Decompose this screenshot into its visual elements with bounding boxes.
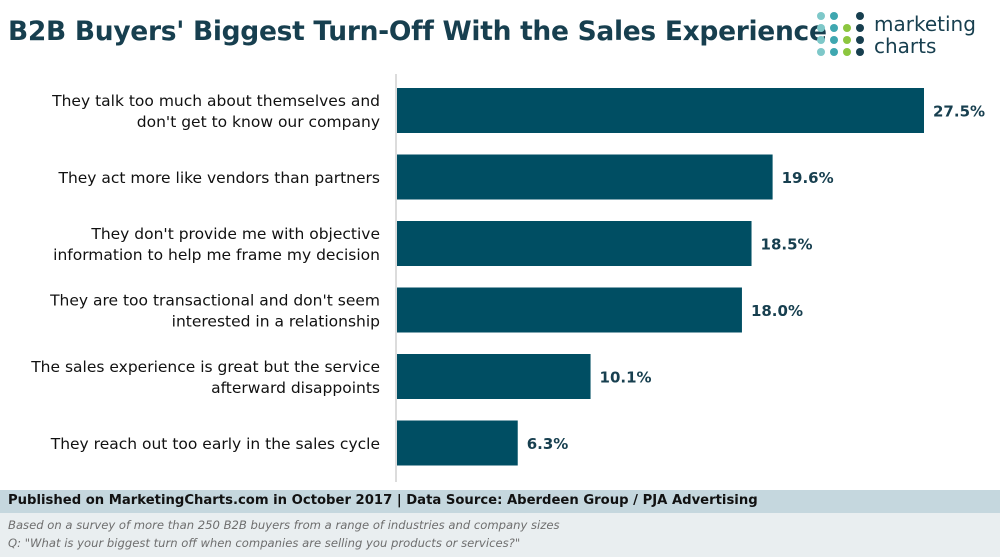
category-label-2: They act more like vendors than partners bbox=[57, 169, 380, 187]
bar-2 bbox=[397, 154, 773, 200]
logo-dot bbox=[817, 36, 825, 44]
logo-dot bbox=[843, 48, 851, 56]
bar-6 bbox=[397, 420, 518, 466]
category-label-3: They don't provide me with objective info… bbox=[53, 225, 380, 264]
logo-dot bbox=[830, 12, 838, 20]
value-label-1: 27.5% bbox=[933, 103, 985, 121]
logo-dot bbox=[843, 24, 851, 32]
chart-title: B2B Buyers' Biggest Turn-Off With the Sa… bbox=[8, 16, 827, 47]
footer-notes: Based on a survey of more than 250 B2B b… bbox=[0, 513, 1000, 557]
category-label-1: They talk too much about themselves and d… bbox=[51, 92, 380, 131]
logo-dot bbox=[830, 24, 838, 32]
logo-dot bbox=[817, 48, 825, 56]
logo-dot bbox=[856, 12, 864, 20]
bar-1 bbox=[397, 88, 924, 133]
survey-note: Based on a survey of more than 250 B2B b… bbox=[8, 518, 560, 532]
category-label-5: The sales experience is great but the se… bbox=[30, 358, 380, 397]
logo-dot bbox=[856, 36, 864, 44]
category-label-6: They reach out too early in the sales cy… bbox=[50, 435, 380, 453]
value-label-3: 18.5% bbox=[761, 236, 813, 254]
logo-line-2: charts bbox=[874, 34, 937, 58]
logo-dots-icon bbox=[817, 12, 864, 56]
value-label-5: 10.1% bbox=[600, 369, 652, 387]
logo-dot bbox=[856, 48, 864, 56]
logo-dot bbox=[817, 24, 825, 32]
marketingcharts-logo: marketing charts bbox=[815, 10, 995, 60]
bar-3 bbox=[397, 221, 752, 266]
logo-dot bbox=[830, 36, 838, 44]
logo-dot bbox=[830, 48, 838, 56]
logo-dot bbox=[856, 24, 864, 32]
bar-4 bbox=[397, 287, 742, 333]
bar-5 bbox=[397, 354, 591, 399]
logo-wordmark: marketing charts bbox=[874, 13, 976, 57]
bar-chart: 27.5% They talk too much about themselves… bbox=[30, 74, 985, 482]
footer-publish-bar: Published on MarketingCharts.com in Octo… bbox=[0, 490, 1000, 513]
value-label-2: 19.6% bbox=[782, 169, 834, 187]
footer-published-text: Published on MarketingCharts.com in Octo… bbox=[8, 493, 758, 508]
question-note: Q: "What is your biggest turn off when c… bbox=[8, 536, 521, 550]
logo-dot bbox=[817, 12, 825, 20]
logo-line-1: marketing bbox=[874, 12, 976, 36]
category-label-4: They are too transactional and don't see… bbox=[49, 292, 380, 331]
bars-group: 27.5% They talk too much about themselves… bbox=[30, 88, 985, 466]
logo-dot bbox=[843, 36, 851, 44]
value-label-6: 6.3% bbox=[527, 435, 569, 453]
value-label-4: 18.0% bbox=[751, 302, 803, 320]
